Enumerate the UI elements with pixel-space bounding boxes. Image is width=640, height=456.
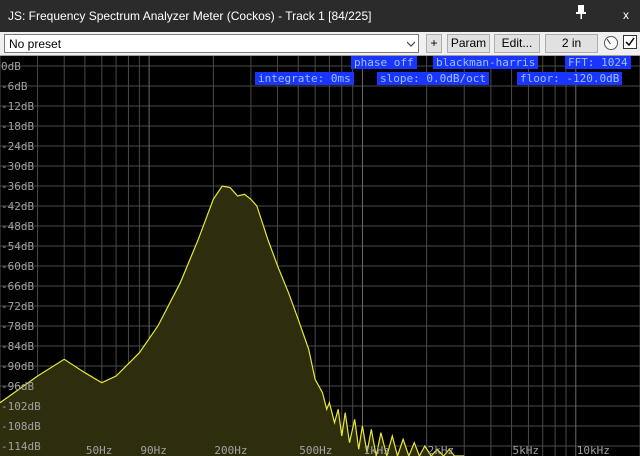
- x-tick-label: 10kHz: [577, 444, 610, 456]
- add-preset-button[interactable]: +: [426, 34, 442, 53]
- spectrum-line: [0, 185, 465, 456]
- y-tick-label: -60dB: [1, 260, 34, 273]
- y-tick-label: -90dB: [1, 360, 34, 373]
- close-button[interactable]: x: [623, 8, 629, 22]
- wet-knob[interactable]: [604, 36, 618, 50]
- x-tick-label: 2kHz: [428, 444, 455, 456]
- y-tick-label: -36dB: [1, 180, 34, 193]
- y-tick-label: -18dB: [1, 120, 34, 133]
- y-tick-label: -96dB: [1, 380, 34, 393]
- param-button[interactable]: Param: [447, 34, 490, 53]
- x-tick-label: 90Hz: [140, 444, 167, 456]
- x-axis-labels: 50Hz90Hz200Hz500Hz1kHz2kHz5kHz10kHz20kHz: [86, 444, 610, 456]
- integrate-setting[interactable]: integrate: 0ms: [255, 72, 354, 85]
- slope-setting[interactable]: slope: 0.0dB/oct: [377, 72, 489, 85]
- y-tick-label: -72dB: [1, 300, 34, 313]
- spectrum-fill: [0, 186, 465, 456]
- checkmark-icon: [625, 37, 635, 47]
- edit-button[interactable]: Edit...: [494, 34, 540, 53]
- y-tick-label: -54dB: [1, 240, 34, 253]
- floor-setting[interactable]: floor: -120.0dB: [517, 72, 623, 85]
- x-tick-label: 500Hz: [299, 444, 332, 456]
- pin-icon[interactable]: [574, 4, 588, 20]
- x-tick-label: 5kHz: [513, 444, 540, 456]
- y-tick-label: -42dB: [1, 200, 34, 213]
- x-tick-label: 1kHz: [363, 444, 390, 456]
- x-tick-label: 50Hz: [86, 444, 113, 456]
- preset-value: No preset: [9, 37, 62, 51]
- y-tick-label: -12dB: [1, 100, 34, 113]
- window-setting[interactable]: blackman-harris: [433, 56, 539, 69]
- preset-dropdown[interactable]: No preset: [4, 34, 419, 53]
- window-title: JS: Frequency Spectrum Analyzer Meter (C…: [8, 9, 372, 23]
- io-button[interactable]: 2 in: [545, 34, 598, 53]
- y-tick-label: -114dB: [1, 440, 41, 453]
- y-tick-label: -66dB: [1, 280, 34, 293]
- y-tick-label: -78dB: [1, 320, 34, 333]
- x-tick-label: 200Hz: [214, 444, 247, 456]
- y-tick-label: -108dB: [1, 420, 41, 433]
- y-tick-label: -30dB: [1, 160, 34, 173]
- enable-checkbox[interactable]: [623, 35, 637, 49]
- y-tick-label: -48dB: [1, 220, 34, 233]
- y-tick-label: -102dB: [1, 400, 41, 413]
- toolbar: No preset + Param Edit... 2 in: [0, 32, 640, 56]
- y-tick-label: 0dB: [1, 60, 21, 73]
- fft-setting[interactable]: FFT: 1024: [565, 56, 631, 69]
- chevron-down-icon: [407, 41, 415, 47]
- y-tick-label: -84dB: [1, 340, 34, 353]
- spectrum-plot: 0dB -6dB -12dB -18dB -24dB -30dB -36dB -42dB -48…: [0, 56, 640, 456]
- y-tick-label: -6dB: [1, 80, 28, 93]
- y-tick-label: -24dB: [1, 140, 34, 153]
- y-axis-labels: 0dB -6dB -12dB -18dB -24dB -30dB -36dB -42dB -48…: [1, 60, 41, 453]
- title-bar: JS: Frequency Spectrum Analyzer Meter (C…: [0, 0, 640, 32]
- phase-setting[interactable]: phase off: [351, 56, 417, 69]
